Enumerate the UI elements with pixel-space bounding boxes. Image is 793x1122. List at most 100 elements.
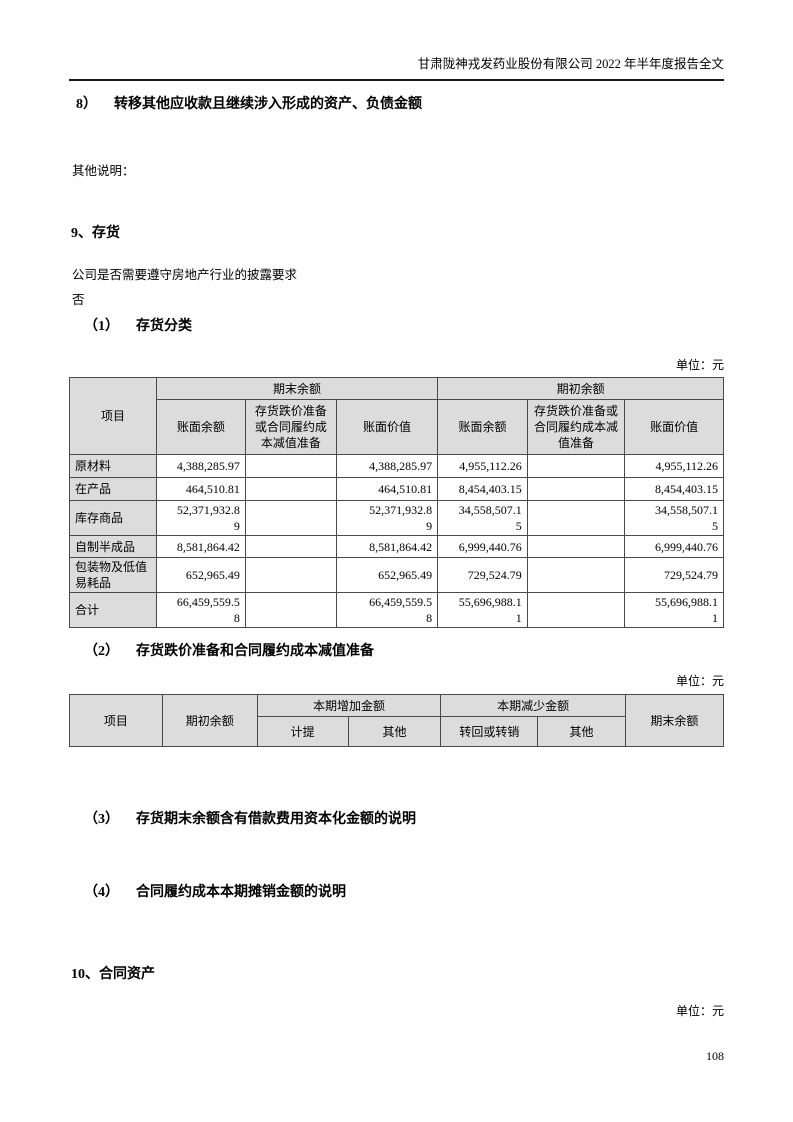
section-9-4-title: 合同履约成本本期摊销金额的说明 bbox=[136, 885, 346, 900]
cell-value: 4,955,112.26 bbox=[437, 454, 528, 478]
table2-col-item-header: 项目 bbox=[69, 694, 163, 747]
section-9-2-title: 存货跌价准备和合同履约成本减值准备 bbox=[136, 644, 374, 659]
section-9-heading: 9、存货 bbox=[69, 226, 724, 241]
cell-value: 55,696,988.1 1 bbox=[624, 592, 724, 628]
table-row: 包装物及低值易耗品 652,965.49 652,965.49 729,524.… bbox=[69, 557, 724, 593]
section-10-heading: 10、合同资产 bbox=[69, 967, 724, 982]
table-row: 原材料 4,388,285.97 4,388,285.97 4,955,112.… bbox=[69, 454, 724, 478]
document-header: 甘肃陇神戎发药业股份有限公司 2022 年半年度报告全文 bbox=[69, 57, 724, 81]
table1-group-ending-balance: 期末余额 bbox=[155, 377, 439, 400]
disclosure-answer: 否 bbox=[72, 293, 85, 307]
table1-subheader: 存货跌价准备或合同履约成本减值准备 bbox=[244, 399, 337, 455]
cell-value: 52,371,932.8 9 bbox=[155, 500, 246, 536]
cell-value: 66,459,559.5 8 bbox=[155, 592, 246, 628]
cell-value: 8,581,864.42 bbox=[335, 535, 439, 558]
table1-subheader: 账面余额 bbox=[155, 399, 246, 455]
cell-value bbox=[244, 592, 337, 628]
section-9-3-number: （3） bbox=[84, 812, 119, 827]
cell-value bbox=[526, 592, 626, 628]
cell-value: 34,558,507.1 5 bbox=[437, 500, 528, 536]
table2-group-header-row: 项目 期初余额 本期增加金额 本期减少金额 期末余额 bbox=[69, 694, 725, 747]
inventory-provision-table: 项目 期初余额 本期增加金额 本期减少金额 期末余额 计提 其他 转回或转销 其… bbox=[69, 694, 725, 747]
cell-value bbox=[526, 557, 626, 593]
section-9-3-title: 存货期末余额含有借款费用资本化金额的说明 bbox=[136, 812, 416, 827]
section-9-1-number: （1） bbox=[84, 319, 119, 334]
table1-sub-header-row: 账面余额 存货跌价准备或合同履约成本减值准备 账面价值 账面余额 存货跌价准备或… bbox=[70, 399, 724, 455]
section-8-title: 转移其他应收款且继续涉入形成的资产、负债金额 bbox=[114, 97, 422, 112]
cell-value: 4,388,285.97 bbox=[335, 454, 439, 478]
table-total-row: 合计 66,459,559.5 8 66,459,559.5 8 55,696,… bbox=[69, 592, 724, 628]
cell-value bbox=[244, 500, 337, 536]
table1-subheader: 账面价值 bbox=[335, 399, 439, 455]
cell-value: 8,454,403.15 bbox=[624, 477, 724, 501]
cell-value bbox=[244, 535, 337, 558]
section-9-2-heading: （2） 存货跌价准备和合同履约成本减值准备 bbox=[69, 644, 724, 659]
cell-value: 4,388,285.97 bbox=[155, 454, 246, 478]
other-note-label: 其他说明： bbox=[72, 164, 135, 178]
disclosure-block: 公司是否需要遵守房地产行业的披露要求 否 bbox=[69, 263, 724, 313]
unit-label-2: 单位：元 bbox=[675, 674, 724, 688]
section-9-1-heading: （1） 存货分类 bbox=[69, 319, 724, 334]
table1-col-item-header: 项目 bbox=[69, 377, 157, 455]
row-label: 包装物及低值易耗品 bbox=[69, 557, 157, 593]
section-9-2-number: （2） bbox=[84, 644, 119, 659]
cell-value: 4,955,112.26 bbox=[624, 454, 724, 478]
cell-value bbox=[526, 477, 626, 501]
section-10-number: 10、 bbox=[71, 967, 99, 982]
section-10-title: 合同资产 bbox=[99, 967, 155, 982]
table2-subheader: 其他 bbox=[347, 716, 442, 747]
cell-value: 8,454,403.15 bbox=[437, 477, 528, 501]
cell-value: 66,459,559.5 8 bbox=[335, 592, 439, 628]
cell-value: 652,965.49 bbox=[155, 557, 246, 593]
table2-col-ending-balance: 期末余额 bbox=[624, 694, 725, 747]
table1-subheader: 账面价值 bbox=[624, 399, 724, 455]
table1-group-header-row: 项目 期末余额 期初余额 bbox=[69, 377, 724, 455]
cell-value: 6,999,440.76 bbox=[624, 535, 724, 558]
section-9-4-heading: （4） 合同履约成本本期摊销金额的说明 bbox=[69, 885, 724, 900]
page-number: 108 bbox=[706, 1049, 724, 1063]
section-8-number: 8） bbox=[76, 97, 97, 112]
table2-group-decrease: 本期减少金额 bbox=[440, 694, 626, 717]
section-9-3-heading: （3） 存货期末余额含有借款费用资本化金额的说明 bbox=[69, 812, 724, 827]
section-9-4-number: （4） bbox=[84, 885, 119, 900]
section-9-1-title: 存货分类 bbox=[136, 319, 192, 334]
table1-group-beginning-balance: 期初余额 bbox=[437, 377, 724, 400]
table2-col-beginning-balance: 期初余额 bbox=[161, 694, 258, 747]
table-row: 在产品 464,510.81 464,510.81 8,454,403.15 8… bbox=[69, 477, 724, 501]
cell-value bbox=[244, 454, 337, 478]
cell-value: 464,510.81 bbox=[155, 477, 246, 501]
table2-subheader: 计提 bbox=[256, 716, 349, 747]
section-8-heading: 8） 转移其他应收款且继续涉入形成的资产、负债金额 bbox=[69, 97, 724, 112]
cell-value: 729,524.79 bbox=[437, 557, 528, 593]
table2-sub-header-row: 计提 其他 转回或转销 其他 bbox=[70, 716, 724, 747]
table-row: 库存商品 52,371,932.8 9 52,371,932.8 9 34,55… bbox=[69, 500, 724, 536]
cell-value: 729,524.79 bbox=[624, 557, 724, 593]
cell-value: 34,558,507.1 5 bbox=[624, 500, 724, 536]
cell-value: 55,696,988.1 1 bbox=[437, 592, 528, 628]
table1-subheader: 账面余额 bbox=[437, 399, 528, 455]
table1-subheader: 存货跌价准备或合同履约成本减值准备 bbox=[526, 399, 626, 455]
cell-value: 464,510.81 bbox=[335, 477, 439, 501]
row-label: 原材料 bbox=[69, 454, 157, 478]
cell-value bbox=[244, 557, 337, 593]
unit-label-1: 单位：元 bbox=[675, 358, 724, 372]
table-row: 自制半成品 8,581,864.42 8,581,864.42 6,999,44… bbox=[69, 535, 724, 558]
cell-value bbox=[526, 454, 626, 478]
cell-value: 6,999,440.76 bbox=[437, 535, 528, 558]
row-label: 在产品 bbox=[69, 477, 157, 501]
cell-value: 8,581,864.42 bbox=[155, 535, 246, 558]
table2-group-increase: 本期增加金额 bbox=[256, 694, 442, 717]
disclosure-question: 公司是否需要遵守房地产行业的披露要求 bbox=[72, 268, 298, 282]
cell-value bbox=[244, 477, 337, 501]
cell-value bbox=[526, 500, 626, 536]
row-label: 自制半成品 bbox=[69, 535, 157, 558]
row-label: 合计 bbox=[69, 592, 157, 628]
section-9-title: 存货 bbox=[92, 226, 120, 241]
inventory-classification-table: 项目 期末余额 期初余额 账面余额 存货跌价准备或合同履约成本减值准备 账面价值… bbox=[69, 377, 724, 628]
cell-value: 652,965.49 bbox=[335, 557, 439, 593]
table2-subheader: 转回或转销 bbox=[440, 716, 539, 747]
row-label: 库存商品 bbox=[69, 500, 157, 536]
cell-value bbox=[526, 535, 626, 558]
cell-value: 52,371,932.8 9 bbox=[335, 500, 439, 536]
